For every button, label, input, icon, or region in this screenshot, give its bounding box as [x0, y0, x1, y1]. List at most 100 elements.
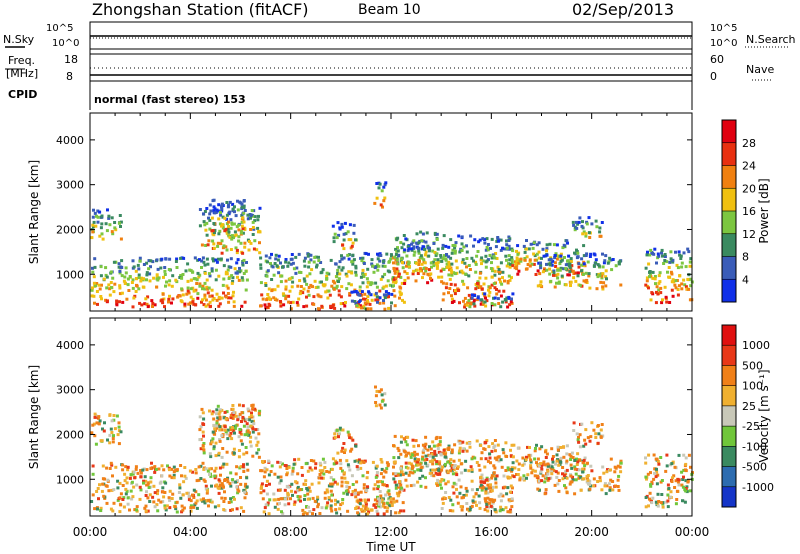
echo-cell — [413, 250, 417, 254]
echo-cell — [420, 247, 424, 251]
echo-cell — [364, 500, 368, 504]
echo-cell — [167, 300, 170, 304]
echo-cell — [684, 468, 687, 472]
echo-cell — [458, 446, 462, 450]
echo-cell — [149, 265, 152, 269]
echo-cell — [268, 498, 272, 502]
echo-cell — [436, 247, 440, 251]
echo-cell — [97, 415, 101, 419]
echo-cell — [474, 287, 478, 291]
echo-cell — [390, 292, 394, 296]
echo-cell — [278, 481, 282, 485]
echo-cell — [604, 492, 608, 496]
echo-cell — [149, 259, 153, 263]
echo-cell — [217, 412, 221, 416]
echo-cell — [123, 275, 127, 279]
echo-cell — [475, 503, 478, 507]
echo-cell — [450, 262, 454, 266]
echo-cell — [115, 414, 119, 418]
echo-cell — [191, 470, 195, 474]
echo-cell — [590, 421, 594, 425]
echo-cell — [470, 468, 474, 472]
echo-cell — [440, 275, 444, 279]
echo-cell — [118, 496, 122, 500]
echo-cell — [676, 293, 680, 297]
echo-cell — [330, 284, 334, 288]
echo-cell — [528, 264, 532, 268]
echo-cell — [219, 213, 223, 217]
echo-cell — [407, 247, 411, 251]
echo-cell — [91, 215, 95, 219]
echo-cell — [595, 287, 599, 291]
echo-cell — [98, 210, 102, 214]
echo-cell — [272, 273, 276, 277]
echo-cell — [226, 286, 230, 290]
echo-cell — [91, 230, 95, 234]
echo-cell — [244, 269, 248, 273]
echo-cell — [96, 220, 100, 224]
echo-cell — [133, 508, 137, 512]
echo-cell — [303, 264, 307, 268]
echo-cell — [549, 258, 553, 262]
echo-cell — [529, 242, 533, 246]
echo-cell — [383, 272, 387, 276]
echo-cell — [678, 253, 682, 257]
echo-cell — [375, 285, 379, 289]
echo-cell — [258, 241, 261, 245]
echo-cell — [572, 272, 576, 275]
echo-cell — [105, 229, 109, 233]
echo-cell — [394, 247, 398, 251]
echo-cell — [259, 491, 263, 495]
colorbar-tick-label: -100 — [742, 440, 767, 453]
echo-cell — [237, 414, 241, 418]
echo-cell — [545, 253, 549, 257]
echo-cell — [423, 458, 427, 462]
echo-cell — [492, 471, 496, 475]
echo-cell — [598, 476, 602, 480]
echo-cell — [560, 274, 564, 278]
echo-cell — [241, 278, 245, 282]
echo-cell — [215, 412, 218, 416]
echo-cell — [563, 256, 566, 259]
echo-cell — [219, 473, 222, 477]
echo-cell — [205, 221, 209, 225]
echo-cell — [509, 454, 513, 458]
echo-cell — [217, 486, 221, 490]
echo-cell — [496, 297, 500, 301]
echo-cell — [530, 471, 534, 475]
echo-cell — [222, 462, 226, 466]
echo-cell — [483, 441, 487, 445]
echo-cell — [307, 293, 311, 297]
echo-cell — [219, 483, 222, 487]
echo-cell — [230, 237, 234, 241]
echo-cell — [277, 271, 281, 275]
echo-cell — [220, 455, 224, 459]
echo-cell — [397, 274, 401, 278]
echo-cell — [662, 262, 666, 265]
echo-cell — [611, 258, 615, 261]
echo-cell — [564, 263, 568, 267]
echo-cell — [390, 301, 393, 305]
echo-cell — [342, 302, 346, 305]
echo-cell — [178, 486, 182, 490]
echo-cell — [457, 458, 461, 462]
echo-cell — [215, 483, 219, 487]
echo-cell — [182, 480, 186, 484]
echo-cell — [434, 437, 438, 441]
echo-cell — [107, 214, 111, 218]
echo-cell — [503, 485, 507, 489]
echo-cell — [118, 510, 122, 514]
echo-cell — [111, 509, 115, 513]
echo-cell — [311, 496, 315, 500]
echo-cell — [565, 444, 569, 448]
echo-cell — [171, 274, 175, 278]
echo-cell — [200, 243, 204, 247]
echo-cell — [321, 476, 325, 480]
echo-cell — [450, 301, 454, 304]
echo-cell — [233, 210, 236, 214]
echo-cell — [203, 501, 207, 505]
echo-cell — [568, 262, 572, 266]
echo-cell — [592, 252, 596, 256]
echo-cell — [114, 228, 118, 232]
echo-cell — [241, 415, 245, 419]
